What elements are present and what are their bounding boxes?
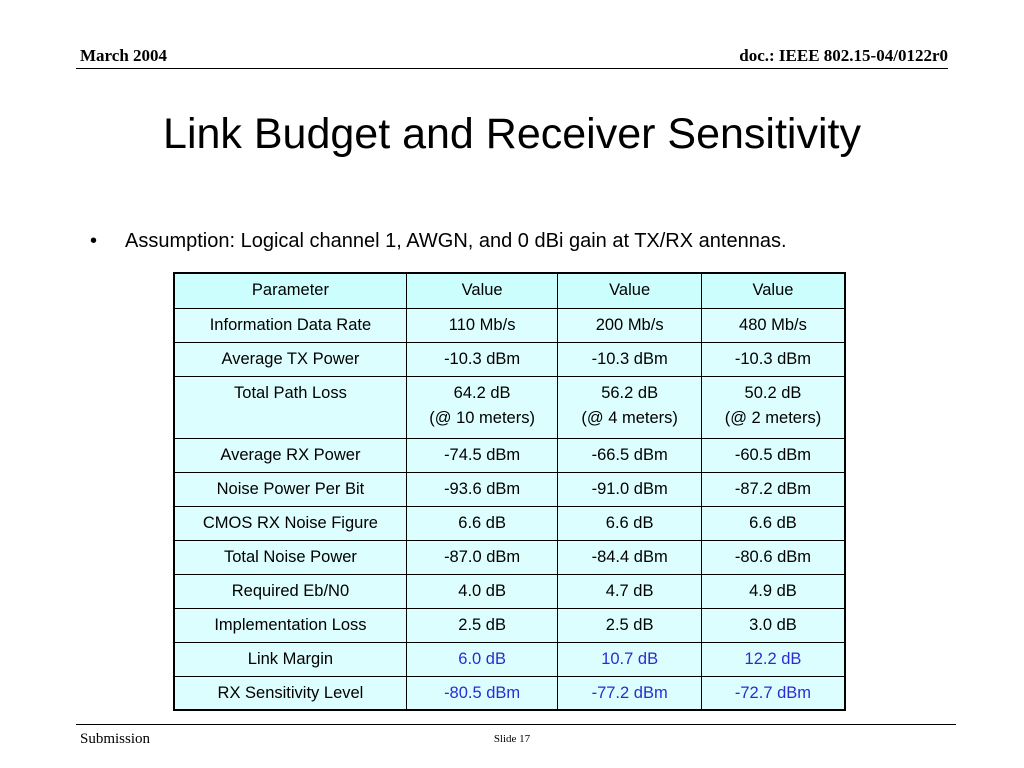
value-cell-highlight: 12.2 dB: [700, 641, 846, 677]
value-cell: 2.5 dB: [557, 607, 702, 643]
table-row: Implementation Loss 2.5 dB 2.5 dB 3.0 dB: [173, 607, 846, 643]
value-cell: -60.5 dBm: [700, 437, 846, 473]
value-main: 50.2 dB: [744, 383, 802, 402]
value-cell-highlight: -72.7 dBm: [700, 675, 846, 711]
param-cell: Noise Power Per Bit: [173, 471, 407, 507]
footer-submission: Submission: [80, 731, 151, 747]
value-cell: 50.2 dB (@ 2 meters): [700, 375, 846, 439]
header-cell: Value: [700, 272, 846, 309]
table-row: Total Noise Power -87.0 dBm -84.4 dBm -8…: [173, 539, 846, 575]
header-cell: Value: [405, 272, 559, 309]
param-cell: Total Noise Power: [173, 539, 407, 575]
value-cell: -10.3 dBm: [405, 341, 559, 377]
bullet-item: • Assumption: Logical channel 1, AWGN, a…: [90, 230, 787, 253]
table-row: CMOS RX Noise Figure 6.6 dB 6.6 dB 6.6 d…: [173, 505, 846, 541]
value-cell: 6.6 dB: [405, 505, 559, 541]
value-cell: 200 Mb/s: [557, 307, 702, 343]
value-cell: 3.0 dB: [700, 607, 846, 643]
param-cell: Link Margin: [173, 641, 407, 677]
header-cell: Value: [557, 272, 702, 309]
value-cell-highlight: 10.7 dB: [557, 641, 702, 677]
value-cell: -91.0 dBm: [557, 471, 702, 507]
header-cell: Parameter: [173, 272, 407, 309]
param-cell: Implementation Loss: [173, 607, 407, 643]
value-cell-highlight: -77.2 dBm: [557, 675, 702, 711]
value-distance: (@ 2 meters): [724, 408, 822, 427]
header-rule: [76, 68, 948, 69]
value-main: 64.2 dB: [453, 383, 511, 402]
param-cell: Required Eb/N0: [173, 573, 407, 609]
value-cell: -80.6 dBm: [700, 539, 846, 575]
value-cell: 4.0 dB: [405, 573, 559, 609]
header-doc-id: doc.: IEEE 802.15-04/0122r0: [739, 46, 948, 65]
value-cell-highlight: 6.0 dB: [405, 641, 559, 677]
table-row: RX Sensitivity Level -80.5 dBm -77.2 dBm…: [173, 675, 846, 711]
link-budget-table: Parameter Value Value Value Information …: [173, 272, 846, 711]
param-cell: Average TX Power: [173, 341, 407, 377]
slide-number: Slide 17: [493, 733, 531, 745]
value-distance: (@ 10 meters): [429, 408, 535, 427]
table-header-row: Parameter Value Value Value: [173, 272, 846, 309]
table-row: Average TX Power -10.3 dBm -10.3 dBm -10…: [173, 341, 846, 377]
slide-title: Link Budget and Receiver Sensitivity: [163, 110, 861, 158]
bullet-text: Assumption: Logical channel 1, AWGN, and…: [125, 230, 787, 252]
value-main: 56.2 dB: [601, 383, 659, 402]
value-cell: -74.5 dBm: [405, 437, 559, 473]
value-cell: -87.2 dBm: [700, 471, 846, 507]
value-cell: 6.6 dB: [700, 505, 846, 541]
param-cell: Average RX Power: [173, 437, 407, 473]
value-distance: (@ 4 meters): [581, 408, 678, 427]
value-cell: -10.3 dBm: [700, 341, 846, 377]
table-row: Average RX Power -74.5 dBm -66.5 dBm -60…: [173, 437, 846, 473]
value-cell: -93.6 dBm: [405, 471, 559, 507]
value-cell: 4.7 dB: [557, 573, 702, 609]
table-row: Required Eb/N0 4.0 dB 4.7 dB 4.9 dB: [173, 573, 846, 609]
table-row: Total Path Loss 64.2 dB (@ 10 meters) 56…: [173, 375, 846, 439]
param-cell: Total Path Loss: [173, 375, 407, 439]
value-cell: 480 Mb/s: [700, 307, 846, 343]
value-cell: 110 Mb/s: [405, 307, 559, 343]
param-cell: CMOS RX Noise Figure: [173, 505, 407, 541]
table-row: Noise Power Per Bit -93.6 dBm -91.0 dBm …: [173, 471, 846, 507]
value-cell: 6.6 dB: [557, 505, 702, 541]
header-date: March 2004: [80, 46, 168, 65]
footer-rule: [76, 724, 956, 725]
value-cell: -10.3 dBm: [557, 341, 702, 377]
value-cell: -84.4 dBm: [557, 539, 702, 575]
table-row: Information Data Rate 110 Mb/s 200 Mb/s …: [173, 307, 846, 343]
value-cell: 2.5 dB: [405, 607, 559, 643]
value-cell: 64.2 dB (@ 10 meters): [405, 375, 559, 439]
value-cell: -66.5 dBm: [557, 437, 702, 473]
value-cell: 56.2 dB (@ 4 meters): [557, 375, 702, 439]
param-cell: Information Data Rate: [173, 307, 407, 343]
value-cell: 4.9 dB: [700, 573, 846, 609]
value-cell-highlight: -80.5 dBm: [405, 675, 559, 711]
bullet-icon: •: [90, 230, 98, 252]
table-row: Link Margin 6.0 dB 10.7 dB 12.2 dB: [173, 641, 846, 677]
param-cell: RX Sensitivity Level: [173, 675, 407, 711]
value-cell: -87.0 dBm: [405, 539, 559, 575]
